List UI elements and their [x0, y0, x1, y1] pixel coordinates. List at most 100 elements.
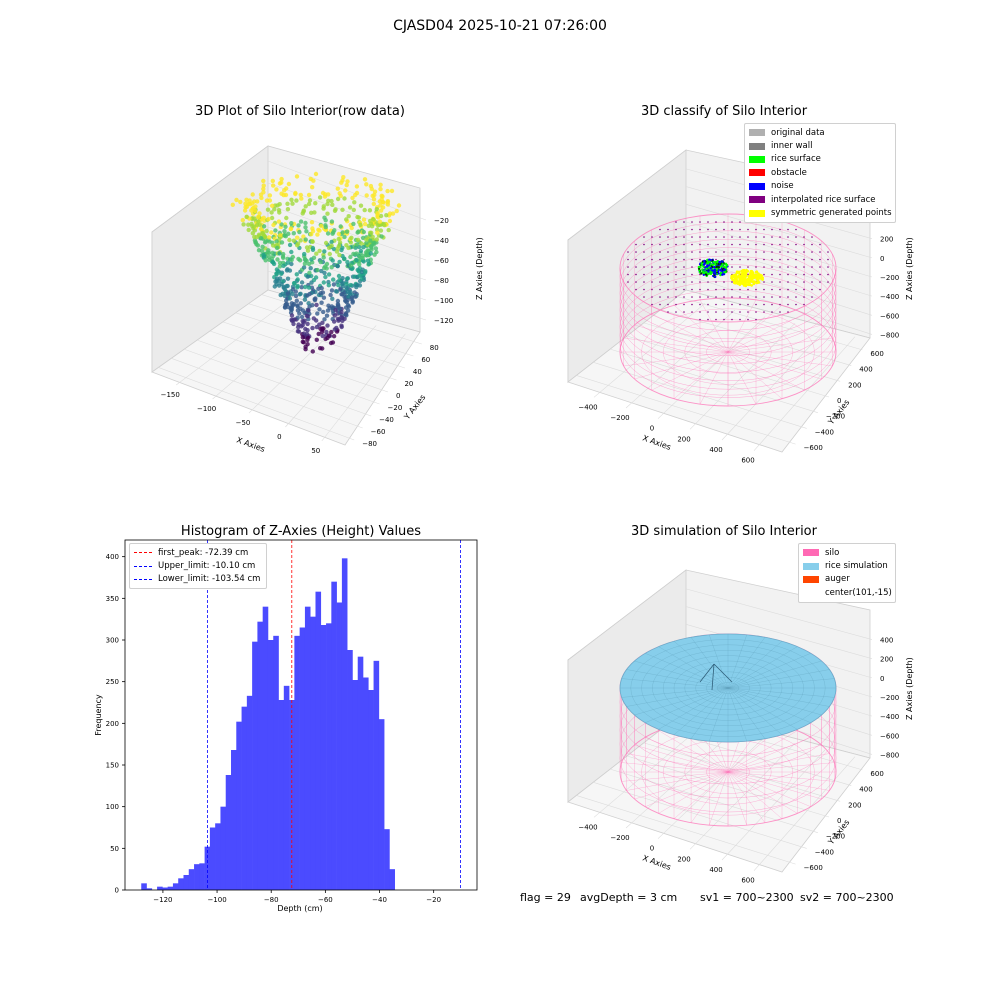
classify-symmetric-point: [749, 279, 753, 283]
classify-interp-point: [787, 228, 789, 231]
raw-point: [298, 219, 304, 224]
raw-point: [301, 320, 306, 325]
raw-point: [241, 222, 246, 227]
raw-point: [279, 176, 284, 182]
classify-interp-point: [683, 296, 685, 298]
simulation-silo-spoke: [634, 744, 729, 773]
raw-point: [296, 322, 301, 327]
classify-interp-point: [683, 243, 685, 246]
raw-plot-title: 3D Plot of Silo Interior(row data): [195, 104, 405, 119]
classify-interp-point: [707, 228, 709, 231]
classify-symmetric-point: [732, 275, 735, 279]
classify-interp-point: [651, 303, 653, 306]
classify-interp-point: [731, 311, 733, 313]
classify-interp-point: [683, 221, 685, 223]
classify-symmetric-point: [746, 270, 749, 273]
raw-point: [321, 255, 326, 260]
simulation-silo-spoke: [727, 737, 811, 773]
raw-point: [389, 188, 395, 194]
classify-interp-point: [667, 273, 669, 276]
raw-point: [252, 216, 257, 221]
classify-interp-point: [739, 296, 741, 298]
raw-point: [329, 198, 334, 204]
raw-point: [261, 252, 266, 257]
classify-interp-point: [755, 228, 757, 231]
raw-point: [329, 288, 335, 293]
raw-point: [307, 198, 313, 203]
classify-interp-point: [739, 266, 741, 268]
raw-point: [278, 233, 283, 238]
classify-interp-point: [635, 266, 637, 268]
raw-point: [284, 301, 289, 307]
raw-point: [274, 187, 279, 192]
simulation-ytick: −200: [826, 833, 845, 841]
classify-interp-point: [787, 311, 789, 313]
raw-point: [277, 260, 283, 266]
raw-ztick: −80: [434, 277, 449, 285]
simulation-xtick: −200: [610, 834, 629, 842]
raw-xtick: 0: [277, 433, 281, 441]
raw-point: [252, 234, 257, 240]
raw-point: [350, 300, 355, 305]
raw-point: [346, 245, 351, 251]
classify-rice-point: [720, 271, 723, 274]
raw-point: [296, 223, 301, 228]
classify-interp-point: [659, 273, 661, 276]
raw-point: [310, 239, 315, 244]
classify-interp-point: [739, 236, 741, 238]
simulation-ztick: 0: [880, 675, 884, 683]
raw-point: [271, 183, 276, 188]
classify-interp-point: [819, 243, 821, 246]
raw-point: [250, 231, 255, 236]
raw-point: [301, 208, 306, 213]
raw-point: [306, 201, 312, 207]
classify-ztick: 200: [880, 236, 893, 244]
classify-silo-floor-ring: [706, 341, 750, 364]
raw-point: [289, 221, 294, 226]
classify-interp-point: [627, 258, 629, 261]
simulation-ytick: −600: [804, 864, 823, 872]
classify-interp-point: [763, 311, 765, 313]
classify-interp-point: [795, 243, 797, 246]
raw-point: [351, 221, 356, 227]
raw-point: [314, 337, 319, 342]
classify-interp-point: [659, 236, 661, 238]
classify-xtick: 200: [677, 435, 690, 443]
classify-interp-point: [731, 236, 733, 238]
histogram-ytick: 100: [106, 803, 119, 811]
classify-interp-point: [643, 258, 645, 261]
raw-point: [296, 329, 302, 334]
raw-point: [299, 314, 305, 320]
classify-interp-point: [739, 228, 741, 231]
classify-silo-spoke: [673, 305, 729, 353]
histogram-bar: [194, 864, 200, 890]
classify-symmetric-point: [738, 271, 741, 275]
simulation-rice-mesh-spoke: [727, 678, 835, 689]
classify-silo-spoke: [727, 351, 805, 391]
histogram-bar: [172, 883, 179, 890]
raw-point: [319, 286, 324, 291]
raw-point: [246, 222, 251, 227]
classify-ytick: −600: [804, 444, 823, 452]
histogram-ytick: 50: [110, 845, 119, 853]
raw-point: [275, 269, 280, 274]
classify-interp-point: [683, 288, 685, 291]
raw-point: [303, 284, 308, 290]
histogram-bar: [204, 846, 211, 890]
raw-ytick: 40: [413, 368, 422, 376]
raw-point: [289, 261, 294, 267]
raw-point: [314, 302, 319, 308]
raw-point: [310, 325, 315, 331]
classify-interp-point: [683, 258, 685, 261]
histogram-bar: [146, 888, 153, 890]
raw-point: [322, 249, 327, 254]
raw-point: [263, 239, 269, 244]
raw-point: [378, 228, 384, 233]
raw-point: [365, 258, 371, 263]
raw-point: [336, 318, 341, 323]
raw-point: [270, 250, 275, 256]
classify-interp-point: [787, 258, 789, 261]
histogram-bar: [320, 625, 327, 890]
classify-symmetric-point: [749, 272, 752, 276]
classify-interp-point: [667, 281, 669, 283]
